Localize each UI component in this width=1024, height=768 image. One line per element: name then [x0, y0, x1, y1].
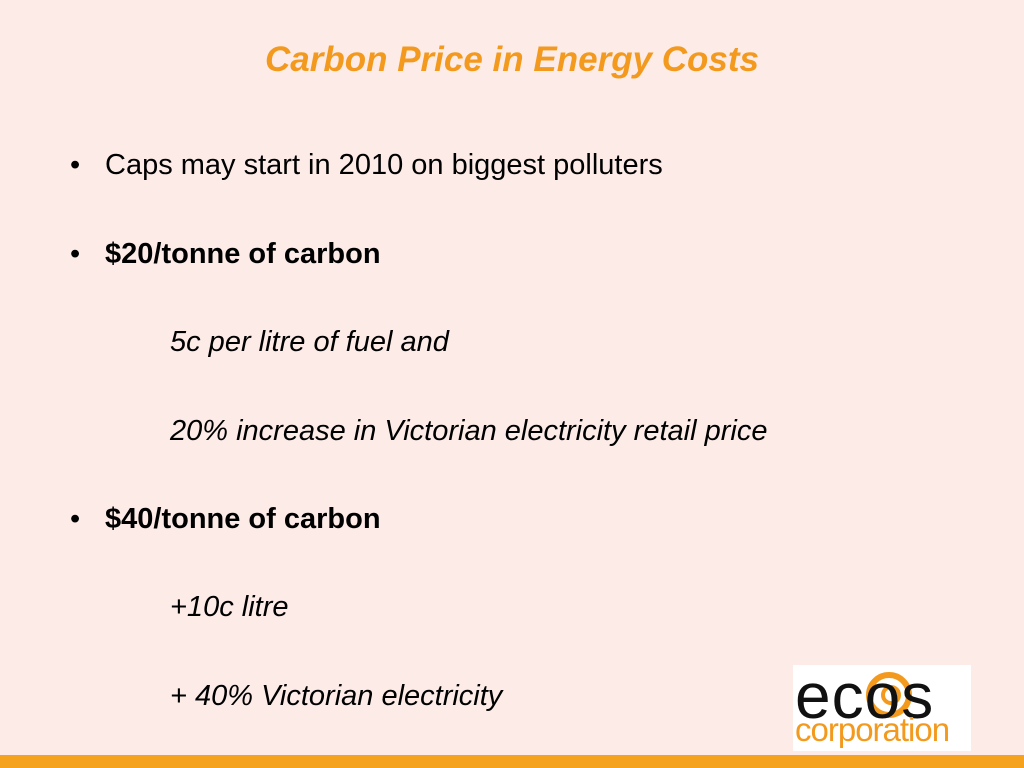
- sub-item: +10c litre: [170, 591, 289, 623]
- bullet-text: Caps may start in 2010 on biggest pollut…: [105, 149, 663, 181]
- bullet-text: $40/tonne of carbon: [105, 503, 381, 535]
- sub-item: 5c per litre of fuel and: [170, 326, 449, 358]
- logo-name: ecos: [795, 660, 935, 732]
- footer-bar: [0, 755, 1024, 768]
- logo-swirl: [866, 672, 912, 718]
- sub-item: 20% increase in Victorian electricity re…: [170, 415, 768, 447]
- logo: ecos corporation: [793, 660, 971, 751]
- bullet-text: $20/tonne of carbon: [105, 238, 381, 270]
- slide-title: Carbon Price in Energy Costs: [264, 40, 760, 79]
- bullet-dot: •: [70, 503, 81, 535]
- swirl-ring: [866, 672, 912, 718]
- sub-item: + 40% Victorian electricity: [170, 680, 503, 712]
- bullet-dot: •: [70, 238, 81, 270]
- logo-tagline: corporation: [795, 711, 950, 748]
- bullet-dot: •: [70, 149, 81, 181]
- swirl-core: [881, 685, 901, 705]
